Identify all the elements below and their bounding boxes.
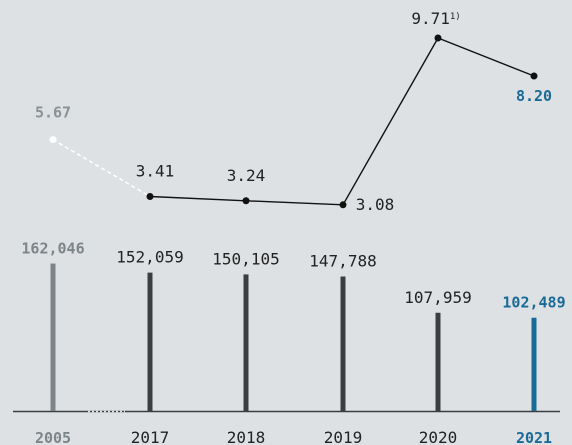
bar-value-label: 150,105 xyxy=(212,249,279,268)
line-point-2021 xyxy=(530,72,538,80)
line-point-2020 xyxy=(434,34,442,42)
line-point-2019 xyxy=(339,201,347,209)
x-tick-label: 2021 xyxy=(516,429,552,445)
x-tick-label: 2017 xyxy=(131,428,170,445)
x-tick-label: 2005 xyxy=(35,429,71,445)
line-series xyxy=(149,37,535,206)
line-value-label: 3.41 xyxy=(136,162,175,181)
bar-value-label: 162,046 xyxy=(21,240,84,258)
x-tick-label: 2018 xyxy=(227,428,266,445)
bar-2018 xyxy=(243,274,249,411)
bar-value-label: 147,788 xyxy=(309,252,376,271)
bar-value-label: 152,059 xyxy=(116,248,183,267)
bar-2020 xyxy=(435,312,441,411)
bar-2005 xyxy=(50,263,56,411)
line-value-label: 5.67 xyxy=(35,104,71,122)
line-segment-dashed xyxy=(52,138,151,198)
line-value-label: 9.711) xyxy=(411,9,460,28)
line-value-label: 3.24 xyxy=(227,166,266,185)
bar-value-label: 107,959 xyxy=(404,288,471,307)
line-point-2017 xyxy=(146,193,154,200)
bar-2019 xyxy=(340,276,346,411)
bar-2021 xyxy=(531,317,537,411)
footnote-mark: 1) xyxy=(450,12,461,22)
bar-2017 xyxy=(147,272,153,411)
line-value-label: 3.08 xyxy=(356,195,395,214)
x-tick-label: 2019 xyxy=(324,428,363,445)
line-point-2005 xyxy=(49,136,57,144)
line-point-2018 xyxy=(242,197,250,205)
bar-value-label: 102,489 xyxy=(502,294,565,312)
line-value-label: 8.20 xyxy=(516,87,552,105)
x-tick-label: 2020 xyxy=(419,428,458,445)
